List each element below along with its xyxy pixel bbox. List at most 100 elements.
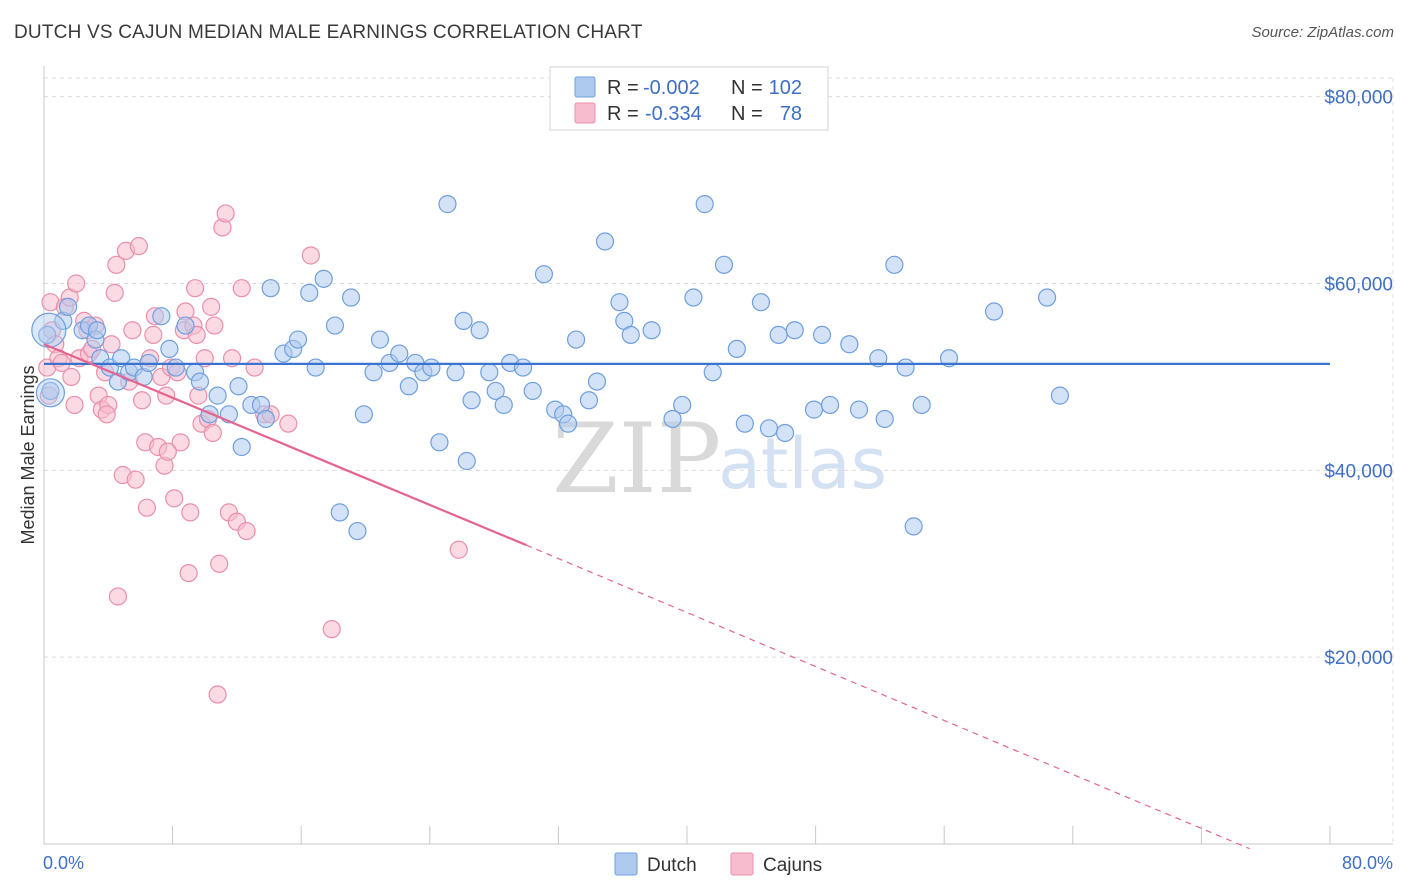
scatter-point-dutch: [454, 311, 473, 330]
scatter-point-cajuns: [105, 283, 124, 302]
legend-n-label-cajun: N =: [731, 103, 763, 125]
scatter-point-dutch: [166, 358, 185, 377]
scatter-point-cajuns: [202, 297, 221, 316]
scatter-point-dutch: [849, 400, 869, 419]
scatter-point-dutch: [38, 325, 57, 344]
scatter-point-dutch: [820, 395, 840, 415]
scatter-point-dutch: [422, 358, 441, 377]
scatter-point-cajuns: [203, 423, 222, 443]
scatter-point-cajuns: [322, 620, 341, 639]
scatter-point-dutch: [370, 330, 390, 349]
chart-title: DUTCH VS CAJUN MEDIAN MALE EARNINGS CORR…: [14, 22, 643, 43]
scatter-point-dutch: [494, 395, 513, 415]
scatter-point-cajuns: [208, 685, 227, 704]
scatter-point-dutch: [176, 316, 195, 335]
y-tick-labels: $20,000 $40,000 $60,000 $80,000: [1324, 88, 1393, 669]
scatter-point-cajuns: [108, 587, 128, 606]
legend-n-value-dutch: 102: [769, 77, 802, 99]
scatter-point-dutch: [31, 312, 67, 348]
scatter-point-cajuns: [171, 433, 190, 452]
scatter-point-dutch: [566, 330, 586, 349]
scatter-point-dutch: [875, 409, 894, 429]
scatter-point-cajuns: [67, 274, 86, 293]
scatter-point-cajuns: [449, 540, 468, 559]
bottom-legend-label-cajun: Cajuns: [763, 855, 822, 876]
scatter-point-dutch: [256, 409, 275, 429]
scatter-point-dutch: [330, 503, 349, 522]
scatter-point-cajuns: [123, 321, 142, 340]
scatter-point-dutch: [462, 391, 481, 410]
bottom-legend: Dutch Cajuns: [614, 852, 822, 876]
legend-swatch-dutch: [574, 76, 596, 98]
scatter-point-dutch: [523, 381, 542, 401]
scatter-point-dutch: [751, 293, 771, 312]
scatter-point-cajuns: [181, 503, 200, 522]
scatter-point-dutch: [595, 232, 615, 251]
scatter-point-cajuns: [132, 391, 152, 410]
legend-r-label-dutch: R =: [607, 77, 639, 99]
scatter-point-dutch: [896, 358, 915, 377]
scatter-point-cajuns: [301, 246, 320, 265]
scatter-point-cajuns: [65, 395, 84, 415]
scatter-point-cajuns: [237, 521, 256, 541]
scatter-point-cajuns: [62, 367, 81, 387]
source-credit: Source: ZipAtlas.com: [1251, 24, 1394, 41]
scatter-point-dutch: [869, 349, 888, 368]
scatter-point-dutch: [904, 517, 923, 536]
scatter-point-dutch: [885, 255, 904, 274]
scatter-point-dutch: [399, 377, 419, 396]
scatter-point-dutch: [587, 372, 607, 391]
x-tick-label-min: 0.0%: [43, 853, 84, 873]
scatter-point-dutch: [438, 195, 457, 214]
scatter-point-cajuns: [158, 442, 177, 461]
scatter-point-dutch: [35, 378, 66, 408]
scatter-point-cajuns: [129, 237, 148, 256]
scatter-point-dutch: [558, 414, 578, 433]
scatter-point-dutch: [300, 283, 319, 302]
scatter-point-cajuns: [137, 498, 156, 517]
scatter-point-dutch: [314, 269, 333, 288]
scatter-point-cajuns: [195, 349, 214, 368]
scatter-point-dutch: [229, 377, 248, 396]
scatter-point-dutch: [912, 395, 931, 415]
scatter-point-dutch: [785, 321, 804, 340]
scatter-point-dutch: [341, 288, 361, 307]
scatter-point-dutch: [621, 325, 640, 344]
legend-n-label-dutch: N =: [731, 77, 763, 99]
scatter-point-dutch: [610, 293, 629, 312]
scatter-point-cajuns: [107, 255, 126, 274]
scatter-point-dutch: [87, 321, 107, 340]
scatter-point-dutch: [446, 363, 465, 382]
trend-line-cajun-extrapolated: [526, 544, 1250, 850]
scatter-point-dutch: [735, 414, 754, 433]
bottom-legend-swatch-cajun: [730, 852, 754, 876]
scatter-point-dutch: [430, 433, 449, 452]
trend-lines: [43, 343, 1330, 850]
axes: [43, 66, 1393, 845]
legend-box: [549, 66, 829, 131]
watermark-zip: ZIP: [552, 403, 721, 515]
scatter-point-dutch: [695, 195, 714, 214]
scatter-point-dutch: [160, 339, 179, 359]
scatter-point-dutch: [534, 265, 554, 284]
legend-r-value-cajun: -0.334: [645, 103, 702, 125]
bottom-legend-label-dutch: Dutch: [647, 855, 697, 876]
scatter-point-cajuns: [186, 279, 205, 298]
scatter-point-dutch: [325, 316, 345, 335]
scatter-point-dutch: [41, 381, 60, 401]
legend-r-label-cajun: R =: [607, 103, 639, 125]
scatter-point-dutch: [684, 288, 703, 307]
legend: R = -0.002 N = 102 R = -0.334 N = 78: [549, 66, 829, 131]
scatter-point-dutch: [663, 409, 682, 429]
scatter-point-cajuns: [222, 349, 242, 368]
scatter-point-dutch: [208, 386, 227, 405]
scatter-point-dutch: [579, 391, 599, 410]
scatter-point-dutch: [1050, 386, 1070, 405]
scatter-point-cajuns: [205, 316, 224, 335]
scatter-point-cajuns: [216, 204, 235, 223]
scatter-point-dutch: [939, 349, 959, 368]
cajun-points: [38, 204, 468, 704]
y-tick-label: $20,000: [1324, 648, 1393, 669]
scatter-point-dutch: [673, 395, 692, 415]
